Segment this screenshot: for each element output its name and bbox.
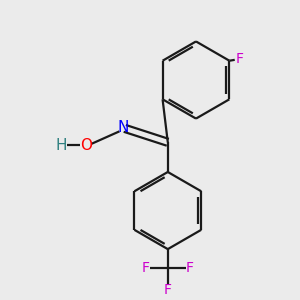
Text: F: F (142, 261, 149, 275)
Text: F: F (186, 261, 194, 275)
Text: N: N (118, 120, 129, 135)
Text: H: H (55, 138, 67, 153)
Text: F: F (235, 52, 243, 66)
Text: F: F (164, 283, 172, 297)
Text: O: O (80, 138, 92, 153)
